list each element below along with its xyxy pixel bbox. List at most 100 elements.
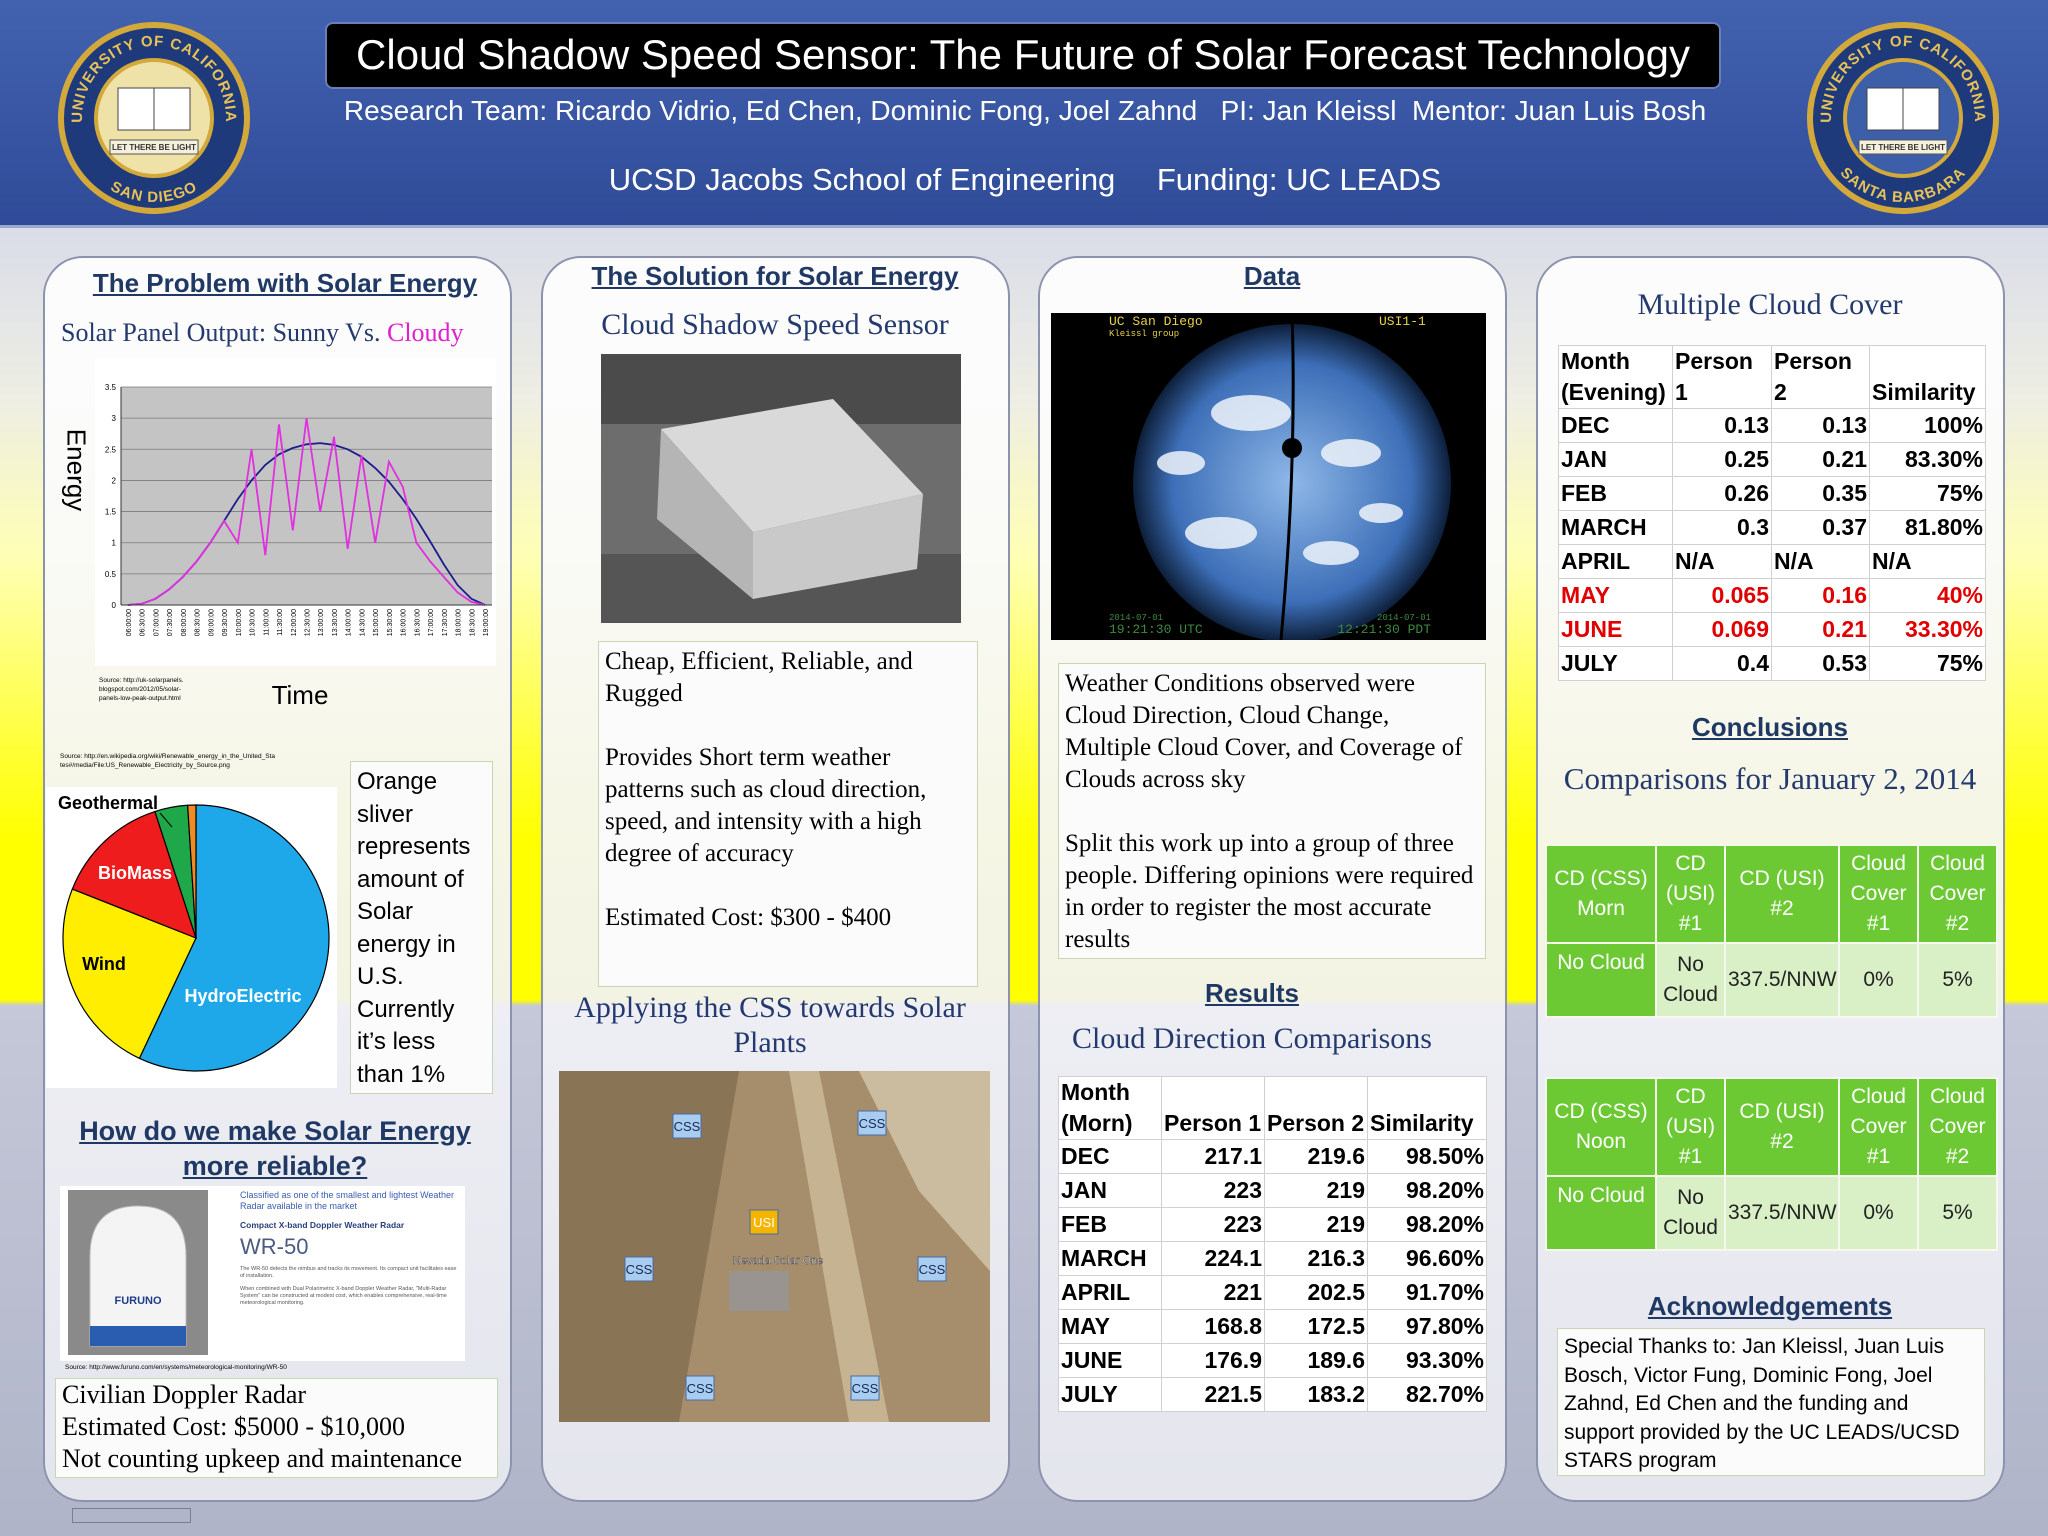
sky-caption: Kleissl group bbox=[1109, 329, 1179, 339]
sensor-side bbox=[657, 429, 753, 599]
header-row: Month (Morn) Person 1 Person 2 Similarity bbox=[1058, 1076, 1487, 1140]
acknowledgements: Special Thanks to: Jan Kleissl, Juan Lui… bbox=[1557, 1328, 1985, 1476]
cell: 98.20% bbox=[1367, 1173, 1487, 1208]
cell: N/A bbox=[1672, 544, 1772, 579]
cell: APRIL bbox=[1058, 1275, 1162, 1310]
cell: 83.30% bbox=[1869, 442, 1986, 477]
y-tick-label: 1.5 bbox=[105, 508, 117, 517]
header-cell: Similarity bbox=[1869, 345, 1986, 409]
x-tick-label: 07:00:00 bbox=[153, 609, 160, 636]
cell: 97.80% bbox=[1367, 1309, 1487, 1344]
header-cell: Cloud Cover #2 bbox=[1917, 844, 1998, 944]
header-cell: CD (CSS) Noon bbox=[1545, 1077, 1657, 1177]
cell: 168.8 bbox=[1161, 1309, 1265, 1344]
x-tick-label: 08:00:00 bbox=[181, 609, 188, 636]
radar-text-block: Classified as one of the smallest and li… bbox=[240, 1190, 460, 1307]
cell: 223 bbox=[1161, 1173, 1265, 1208]
cell: No Cloud bbox=[1655, 942, 1726, 1018]
cell: 172.5 bbox=[1264, 1309, 1368, 1344]
x-tick-label: 18:00:00 bbox=[456, 609, 463, 636]
header-cell: Cloud Cover #2 bbox=[1917, 1077, 1998, 1177]
row: DEC 0.13 0.13 100% bbox=[1558, 408, 1986, 443]
map-marker bbox=[624, 1256, 654, 1282]
row: MARCH 0.3 0.37 81.80% bbox=[1558, 510, 1986, 545]
cell: FEB bbox=[1058, 1207, 1162, 1242]
cell: 0.53 bbox=[1771, 646, 1870, 681]
radar-kicker: Compact X-band Doppler Weather Radar bbox=[240, 1220, 405, 1230]
cell: 33.30% bbox=[1869, 612, 1986, 647]
radar-ad: FURUNO Classified as one of the smallest … bbox=[60, 1186, 465, 1361]
comparison-table: CD (CSS) Noon CD (USI) #1 CD (USI) #2 Cloud… bbox=[1545, 1077, 1998, 1251]
cell: N/A bbox=[1869, 544, 1986, 579]
y-axis-label: Energy bbox=[61, 428, 92, 512]
cell: 216.3 bbox=[1264, 1241, 1368, 1276]
note-line: Estimated Cost: $5000 - $10,000 bbox=[62, 1412, 406, 1441]
cell: 0% bbox=[1838, 1175, 1919, 1251]
blank-box bbox=[72, 1508, 191, 1523]
x-tick-label: 14:00:00 bbox=[346, 609, 353, 636]
pie-source: Source: http://en.wikipedia.org/wiki/Ren… bbox=[60, 753, 275, 769]
observations: Weather Conditions observed were Cloud D… bbox=[1058, 663, 1486, 959]
paragraph: Provides Short term weather patterns suc… bbox=[605, 744, 927, 867]
paragraph: Weather Conditions observed were Cloud D… bbox=[1065, 670, 1463, 793]
cell: 221 bbox=[1161, 1275, 1265, 1310]
cell: 96.60% bbox=[1367, 1241, 1487, 1276]
solution-description: Cheap, Efficient, Reliable, and Rugged P… bbox=[598, 641, 978, 987]
cell: 40% bbox=[1869, 578, 1986, 613]
map-marker bbox=[672, 1113, 702, 1139]
x-tick-label: 11:30:00 bbox=[277, 609, 284, 636]
radar-text: Classified as one of the smallest and li… bbox=[240, 1190, 460, 1307]
cell: APRIL bbox=[1558, 544, 1673, 579]
radar-model: WR-50 bbox=[240, 1234, 309, 1259]
map-plant bbox=[729, 1271, 789, 1311]
map-road bbox=[789, 1071, 889, 1422]
y-tick-label: 0.5 bbox=[105, 570, 117, 579]
cell: 183.2 bbox=[1264, 1377, 1368, 1412]
line-chart: 0 0.5 1 1.5 2 2.5 3 3.5 06:00:00 06:30:00 07:00:00… bbox=[95, 358, 496, 666]
y-tick-label: 1 bbox=[112, 539, 117, 548]
x-tick-label: 12:00:00 bbox=[291, 609, 298, 636]
cloud bbox=[1321, 439, 1381, 467]
map-label: CSS bbox=[687, 1381, 714, 1396]
cell: 91.70% bbox=[1367, 1275, 1487, 1310]
sensor-photo bbox=[601, 354, 961, 623]
radar-dome bbox=[89, 1205, 187, 1347]
cell: 0.13 bbox=[1771, 408, 1870, 443]
pie-slice bbox=[187, 804, 197, 939]
map-marker bbox=[850, 1375, 880, 1401]
paragraph: Cheap, Efficient, Reliable, and Rugged bbox=[605, 648, 913, 707]
chart-subtitle: Solar Panel Output: Sunny Vs. Cloudy bbox=[61, 318, 464, 348]
cell: No Cloud bbox=[1545, 1175, 1657, 1251]
header-cell: Month (Morn) bbox=[1058, 1076, 1162, 1140]
row: APRIL N/A N/A N/A bbox=[1558, 544, 1986, 579]
x-tick-label: 09:00:00 bbox=[208, 609, 215, 636]
x-tick-label: 15:00:00 bbox=[373, 609, 380, 636]
cell: 81.80% bbox=[1869, 510, 1986, 545]
header-cell: Person 2 bbox=[1771, 345, 1870, 409]
cell: JAN bbox=[1058, 1173, 1162, 1208]
paragraph: Estimated Cost: $300 - $400 bbox=[605, 904, 892, 931]
x-tick-label: 11:00:00 bbox=[263, 609, 270, 636]
pie-slice bbox=[138, 804, 330, 1072]
cell: 219.6 bbox=[1264, 1139, 1368, 1174]
x-tick-label: 13:30:00 bbox=[332, 609, 339, 636]
cell: 0.065 bbox=[1672, 578, 1772, 613]
cell: No Cloud bbox=[1545, 942, 1657, 1018]
map-label: USI bbox=[753, 1215, 775, 1230]
plant-map: CSS CSS USI CSS CSS CSS CSS Nevada Solar One bbox=[559, 1071, 990, 1422]
header-row: CD (CSS) Morn CD (USI) #1 CD (USI) #2 Cloud… bbox=[1545, 844, 1998, 944]
x-tick-label: 08:30:00 bbox=[195, 609, 202, 636]
section-subtitle: Applying the CSS towards Solar Plants bbox=[574, 991, 966, 1059]
cell: 98.50% bbox=[1367, 1139, 1487, 1174]
y-tick-label: 2 bbox=[112, 476, 117, 485]
x-tick-label: 12:30:00 bbox=[305, 609, 312, 636]
pie-slice bbox=[62, 888, 197, 1060]
header-cell: Person 1 bbox=[1161, 1076, 1265, 1140]
header-cell: Cloud Cover #1 bbox=[1838, 844, 1919, 944]
sky-caption: 12:21:30 PDT bbox=[1337, 622, 1431, 637]
cell: MARCH bbox=[1558, 510, 1673, 545]
section-heading: Results bbox=[1205, 978, 1299, 1008]
